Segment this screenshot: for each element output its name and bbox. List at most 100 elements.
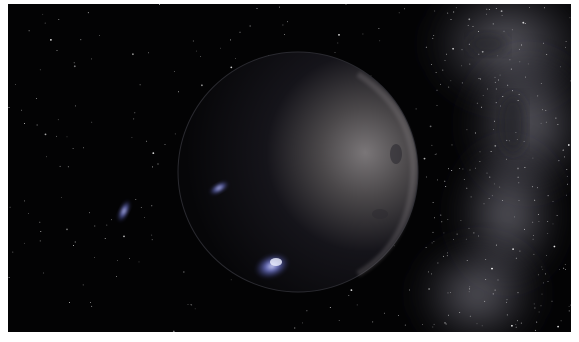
star — [499, 186, 501, 188]
star — [536, 187, 538, 189]
star — [494, 183, 495, 185]
star — [294, 327, 296, 329]
star — [404, 8, 406, 10]
star — [24, 200, 26, 202]
star — [443, 232, 445, 234]
star — [135, 198, 137, 200]
star — [8, 277, 10, 279]
star — [478, 31, 479, 32]
star — [515, 132, 517, 134]
star — [517, 292, 519, 294]
star — [194, 308, 196, 310]
star — [468, 43, 470, 45]
star — [190, 304, 192, 306]
star — [235, 58, 236, 59]
star — [448, 86, 450, 88]
galaxy-medium — [117, 199, 131, 223]
star — [552, 223, 554, 225]
star — [542, 282, 544, 284]
star — [256, 8, 258, 10]
star — [474, 132, 476, 134]
star — [547, 281, 549, 283]
star — [559, 66, 561, 68]
star — [532, 235, 534, 237]
star — [24, 123, 25, 124]
star — [56, 49, 58, 51]
star — [566, 168, 568, 170]
star — [433, 323, 435, 325]
star — [547, 221, 549, 222]
star — [178, 91, 179, 93]
star — [429, 125, 432, 128]
star — [476, 323, 478, 325]
star — [564, 264, 566, 266]
star — [534, 307, 536, 309]
star — [525, 76, 527, 78]
star — [434, 217, 435, 219]
star — [553, 245, 556, 248]
star — [551, 300, 553, 302]
star — [431, 64, 432, 66]
star — [28, 30, 30, 32]
star — [348, 295, 350, 296]
star — [507, 84, 509, 86]
star — [532, 238, 534, 240]
star — [449, 292, 451, 293]
star — [569, 17, 571, 19]
star — [497, 55, 499, 57]
star — [565, 194, 567, 196]
star — [87, 12, 89, 14]
star — [542, 268, 544, 270]
star — [542, 109, 544, 111]
star — [486, 172, 488, 174]
star — [515, 326, 517, 328]
star — [383, 312, 385, 314]
planet — [177, 51, 419, 293]
star — [338, 319, 340, 321]
star — [338, 34, 340, 36]
star — [555, 117, 557, 119]
star — [534, 329, 536, 331]
star — [506, 139, 508, 141]
star — [455, 7, 457, 9]
star — [537, 95, 539, 97]
star — [362, 33, 364, 35]
star — [494, 145, 497, 147]
star — [91, 58, 93, 60]
star — [57, 119, 59, 121]
star — [505, 158, 507, 160]
star — [427, 271, 429, 273]
star — [527, 63, 529, 65]
star — [148, 52, 150, 54]
star — [491, 267, 493, 270]
star — [517, 167, 519, 170]
star — [565, 269, 567, 271]
star — [517, 100, 519, 102]
star — [82, 284, 84, 286]
star — [23, 242, 25, 244]
star — [159, 4, 161, 5]
star — [192, 40, 194, 42]
star — [518, 48, 520, 50]
star — [436, 105, 438, 107]
space-scene — [8, 4, 571, 332]
star — [73, 245, 74, 246]
star — [485, 279, 487, 281]
star — [164, 143, 166, 145]
star — [460, 220, 462, 222]
star — [428, 288, 430, 290]
star — [40, 230, 42, 232]
star — [513, 216, 515, 218]
star — [493, 128, 495, 130]
star — [494, 289, 496, 291]
star — [129, 258, 130, 260]
star — [481, 106, 483, 108]
star — [444, 322, 446, 324]
star — [435, 153, 437, 155]
star — [446, 53, 447, 55]
star — [432, 326, 434, 328]
star — [511, 324, 513, 327]
dust-lane — [468, 32, 508, 56]
star — [547, 233, 549, 234]
